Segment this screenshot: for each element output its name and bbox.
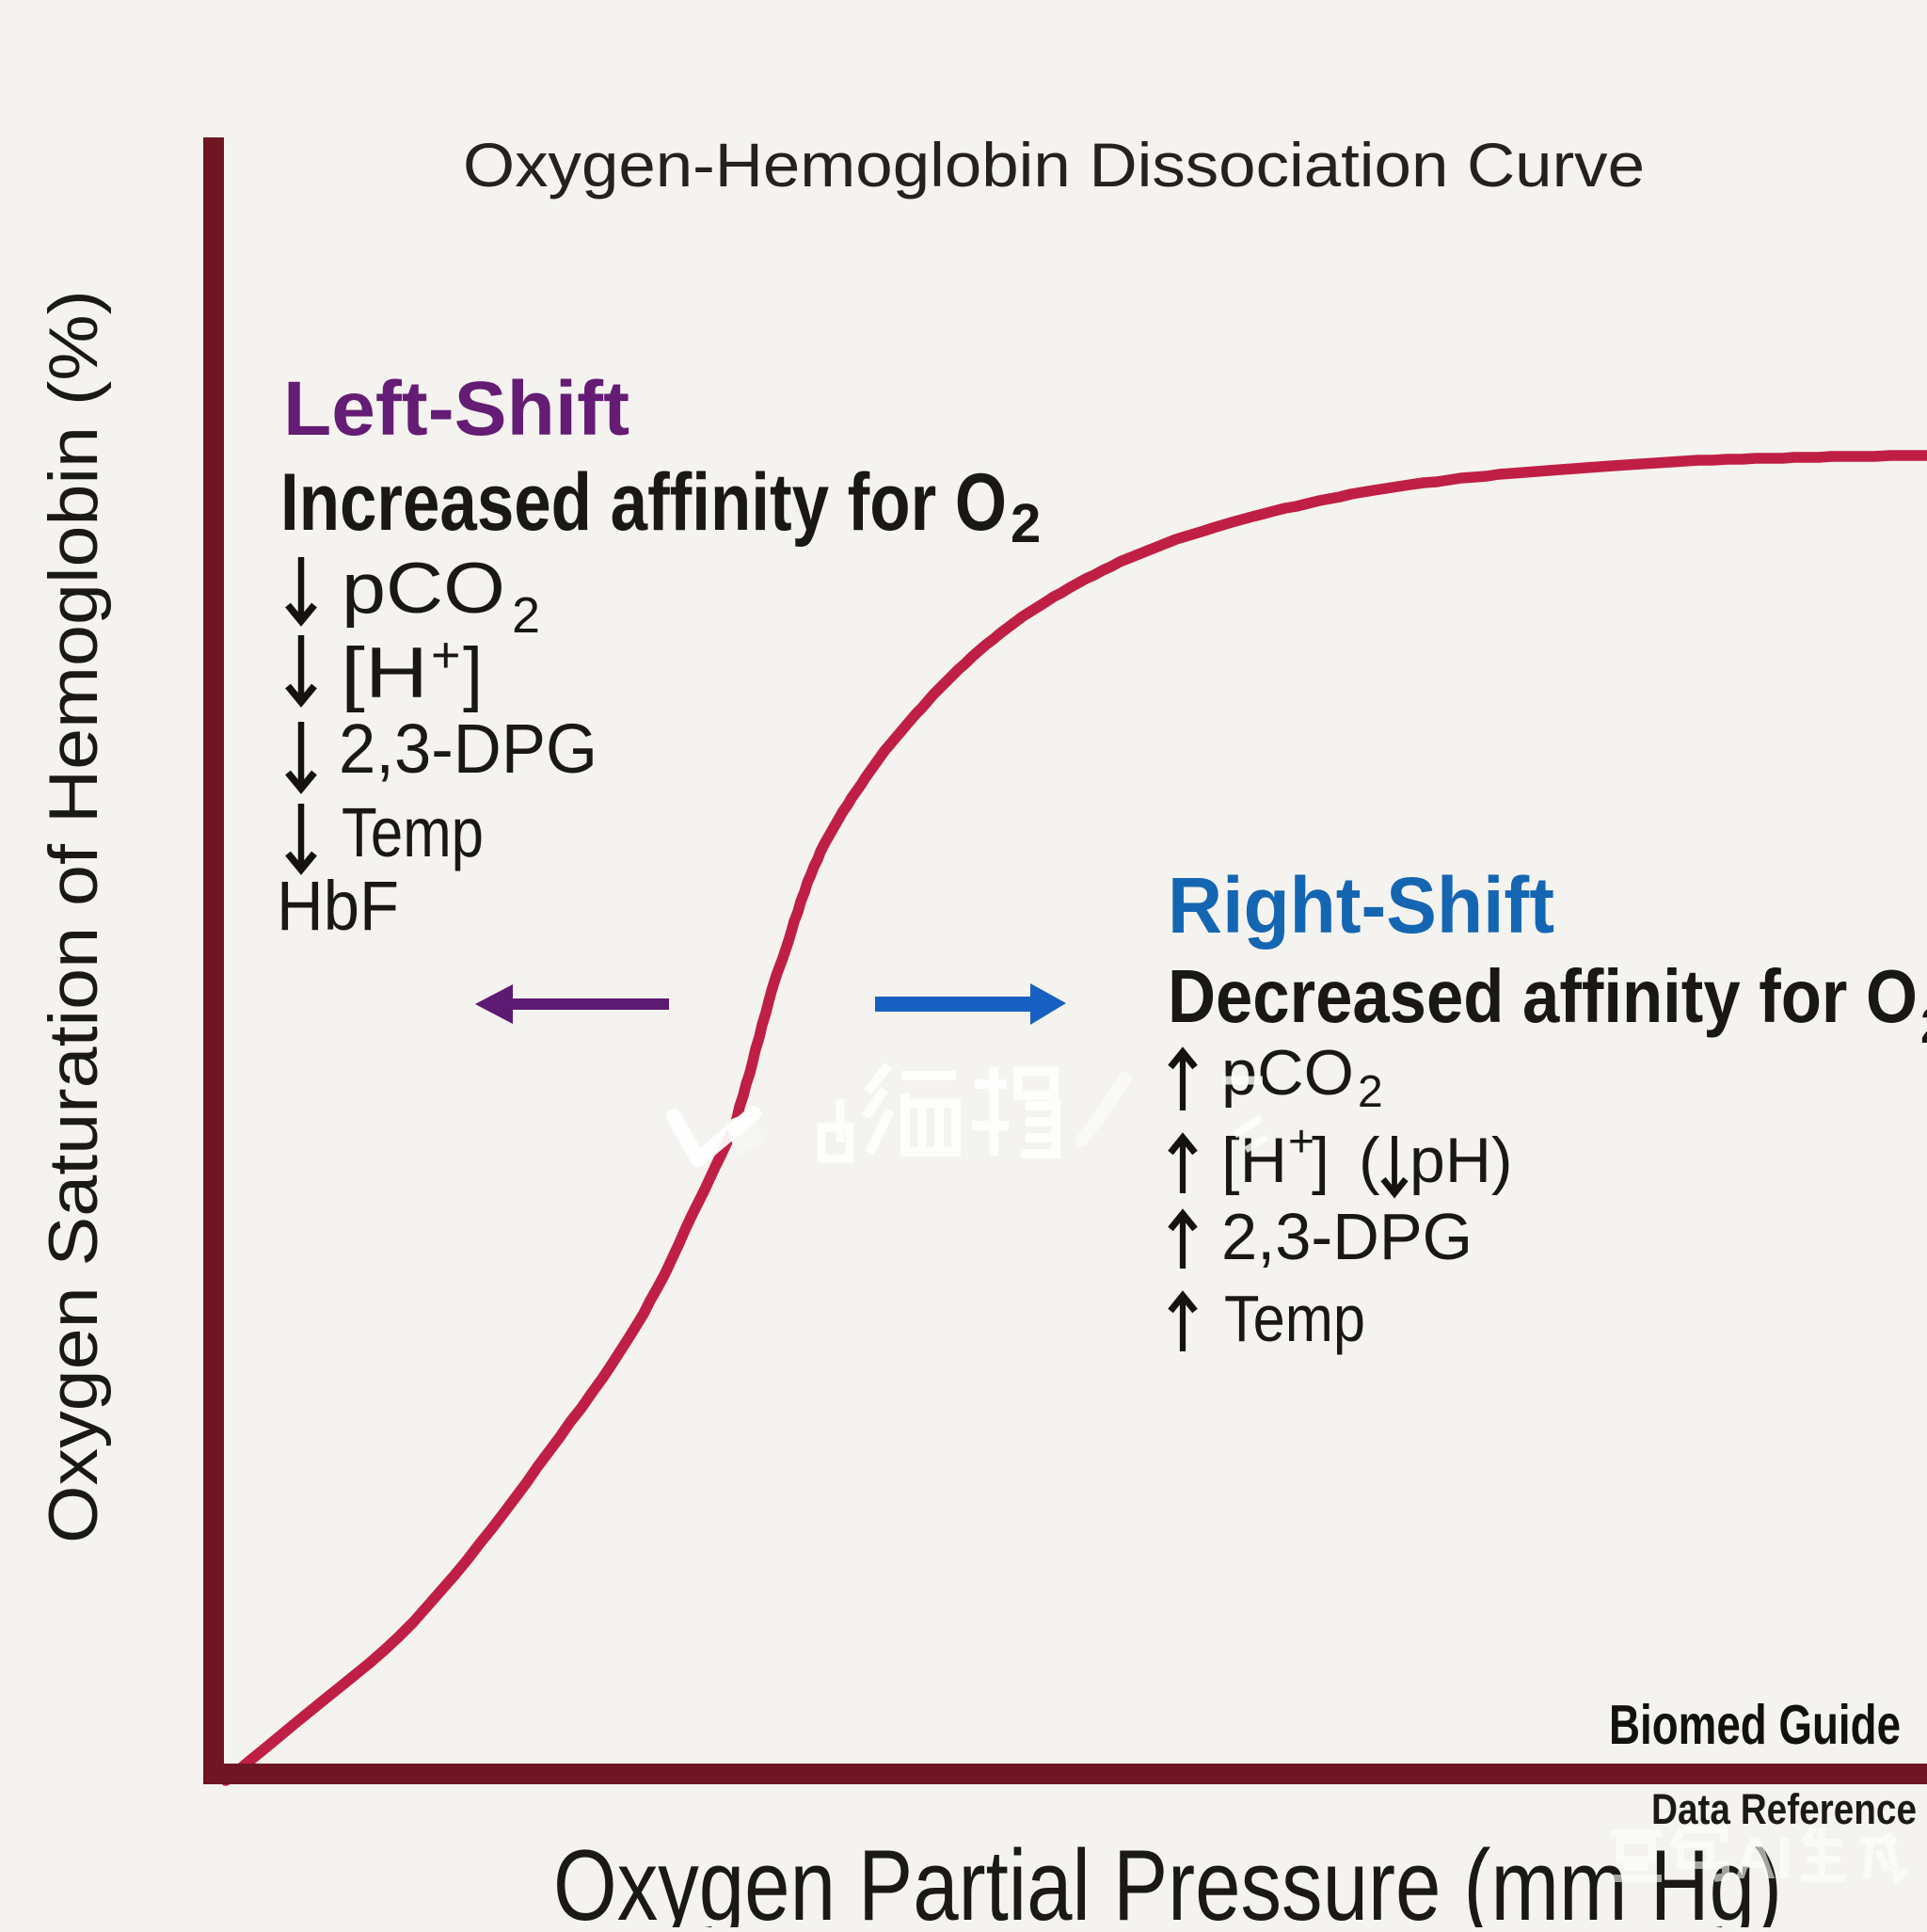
svg-text:Increased affinity for O: Increased affinity for O [280,457,1007,548]
svg-text:Oxygen-Hemoglobin Dissociation: Oxygen-Hemoglobin Dissociation Curve [463,130,1645,200]
svg-text:Left-Shift: Left-Shift [283,366,629,452]
svg-text:Temp: Temp [1224,1282,1365,1355]
svg-text:Oxygen Partial Pressure (mm Hg: Oxygen Partial Pressure (mm Hg) [553,1828,1782,1927]
svg-text:Biomed Guide: Biomed Guide [1609,1694,1901,1756]
svg-text:2: 2 [512,587,540,644]
svg-text:Data Reference: Data Reference [1651,1785,1917,1833]
svg-text:2,3-DPG: 2,3-DPG [339,710,597,788]
svg-text:+: + [431,627,461,683]
svg-text:pCO: pCO [342,549,505,629]
svg-text:AI: AI [1734,1827,1792,1892]
svg-text:Right-Shift: Right-Shift [1168,861,1554,950]
svg-text:[H: [H [1221,1125,1287,1196]
svg-text:2: 2 [1358,1067,1383,1117]
svg-text:(: ( [1359,1125,1380,1196]
svg-text:Oxygen Saturation of Hemoglobi: Oxygen Saturation of Hemoglobin (%) [36,290,112,1543]
svg-text:[H: [H [341,633,428,713]
svg-text:]: ] [463,633,483,713]
svg-text:pCO: pCO [1221,1037,1354,1109]
svg-text:]: ] [1312,1125,1330,1196]
svg-text:Temp: Temp [342,793,484,871]
svg-text:Decreased affinity for O: Decreased affinity for O [1168,954,1918,1038]
svg-text:2: 2 [1920,998,1927,1054]
svg-text:2,3-DPG: 2,3-DPG [1221,1200,1473,1273]
svg-text:HbF: HbF [277,867,399,945]
svg-text:pH): pH) [1409,1125,1513,1196]
svg-text:2: 2 [1011,493,1041,554]
svg-text:+: + [1288,1117,1314,1167]
